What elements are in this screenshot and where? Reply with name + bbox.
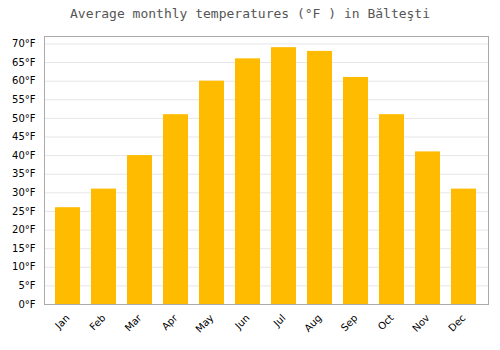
svg-text:0°F: 0°F <box>18 299 35 310</box>
svg-text:20°F: 20°F <box>12 224 36 235</box>
svg-text:10°F: 10°F <box>12 261 36 272</box>
svg-text:Mar: Mar <box>123 312 145 334</box>
svg-text:Jan: Jan <box>52 312 71 331</box>
svg-text:Dec: Dec <box>446 312 467 333</box>
svg-text:50°F: 50°F <box>12 113 36 124</box>
svg-text:40°F: 40°F <box>12 150 36 161</box>
svg-text:15°F: 15°F <box>12 243 36 254</box>
svg-text:Nov: Nov <box>410 312 432 334</box>
html-text:Average monthly temperatures (: Average monthly temperatures (°F ) in Bă… <box>70 6 430 21</box>
svg-text:Aug: Aug <box>302 312 324 334</box>
svg-text:25°F: 25°F <box>12 206 36 217</box>
svg-text:55°F: 55°F <box>12 94 36 105</box>
svg-text:45°F: 45°F <box>12 131 36 142</box>
svg-text:70°F: 70°F <box>12 38 36 49</box>
svg-text:35°F: 35°F <box>12 168 36 179</box>
svg-text:Sep: Sep <box>339 312 360 333</box>
svg-text:65°F: 65°F <box>12 57 36 68</box>
svg-text:May: May <box>193 312 215 334</box>
svg-text:60°F: 60°F <box>12 75 36 86</box>
svg-text:Feb: Feb <box>87 312 107 332</box>
svg-text:Oct: Oct <box>376 312 396 332</box>
svg-text:Apr: Apr <box>160 312 181 333</box>
svg-text:Jun: Jun <box>232 312 252 332</box>
svg-text:30°F: 30°F <box>12 187 36 198</box>
svg-text:Jul: Jul <box>271 312 288 329</box>
svg-text:5°F: 5°F <box>18 280 35 291</box>
